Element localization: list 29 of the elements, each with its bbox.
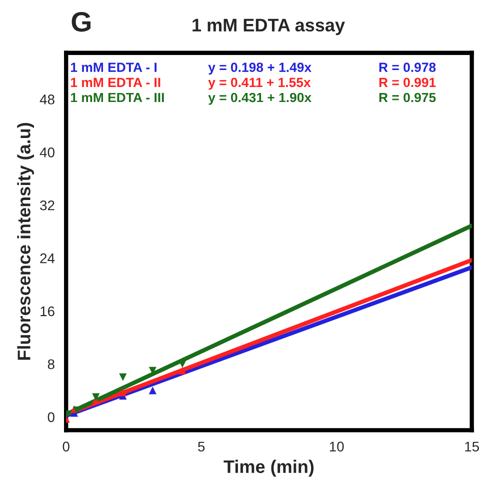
y-tick-label: 32: [40, 200, 54, 210]
annotation: y = 0.198 + 1.49x: [208, 62, 312, 75]
y-tick-label: 8: [48, 359, 54, 370]
point: [148, 386, 156, 394]
annotation: y = 0.431 + 1.90x: [208, 92, 312, 105]
text: 1 mM EDTA - I: [70, 62, 157, 72]
y-tick-label: 24: [40, 253, 55, 264]
annotation: R = 0.991: [379, 78, 436, 88]
x-tick-label: 15: [465, 442, 479, 452]
text: 1 mM EDTA - III: [70, 92, 164, 102]
y-tick-label: 40: [40, 147, 54, 158]
point: [119, 388, 127, 396]
chart-title: 1 mM EDTA assay: [192, 18, 345, 36]
point: [178, 366, 186, 374]
text: G: [72, 12, 91, 32]
x-axis-title: Time (min): [224, 460, 314, 477]
text: 1 mM EDTA - II: [70, 78, 160, 87]
y-tick-label: 0: [48, 412, 54, 422]
y-axis-title: Fluorescence intensity (a.u): [17, 123, 34, 360]
annotation: R = 0.975: [379, 92, 436, 102]
x-tick-label: 10: [330, 442, 344, 452]
y-tick-label: 48: [40, 94, 54, 104]
point: [119, 373, 127, 382]
x-tick-label: 0: [62, 442, 70, 452]
point: [92, 393, 100, 401]
x-tick-label: 5: [198, 442, 205, 452]
annotation: R = 0.978: [379, 62, 436, 72]
annotation: y = 0.411 + 1.55x: [208, 78, 311, 90]
y-tick-label: 16: [40, 306, 54, 316]
